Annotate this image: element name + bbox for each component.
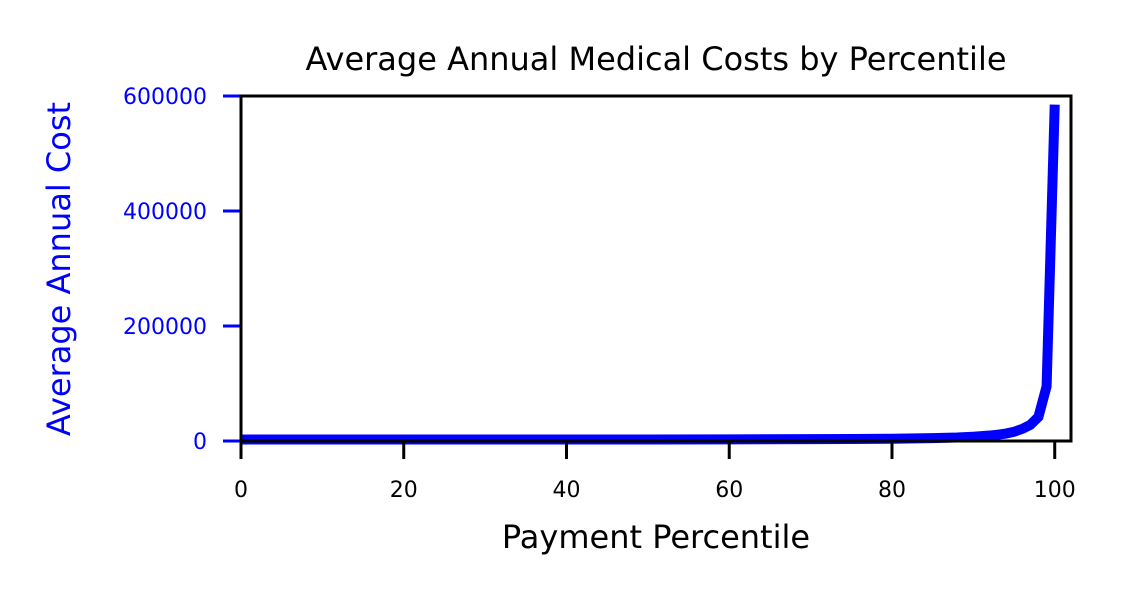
y-tick-label: 0: [193, 430, 207, 455]
x-axis: 0 20 40 60 80 100: [234, 441, 1076, 503]
y-tick-label: 400000: [123, 200, 207, 225]
y-tick-label: 200000: [123, 315, 207, 340]
x-tick-label: 40: [552, 478, 580, 503]
x-tick-label: 0: [234, 478, 248, 503]
x-tick-label: 60: [715, 478, 743, 503]
y-tick-label: 600000: [123, 85, 207, 110]
x-tick-label: 100: [1034, 478, 1076, 503]
y-axis-label: Average Annual Cost: [40, 102, 78, 436]
chart-title: Average Annual Medical Costs by Percenti…: [305, 40, 1006, 78]
x-tick-label: 80: [878, 478, 906, 503]
series-line-0: [241, 104, 1060, 445]
x-tick-label: 20: [390, 478, 418, 503]
plot-frame: [239, 94, 1073, 443]
y-axis: 0 200000 400000 600000: [123, 85, 241, 455]
plot-area: [241, 104, 1060, 445]
x-axis-label: Payment Percentile: [502, 518, 810, 556]
